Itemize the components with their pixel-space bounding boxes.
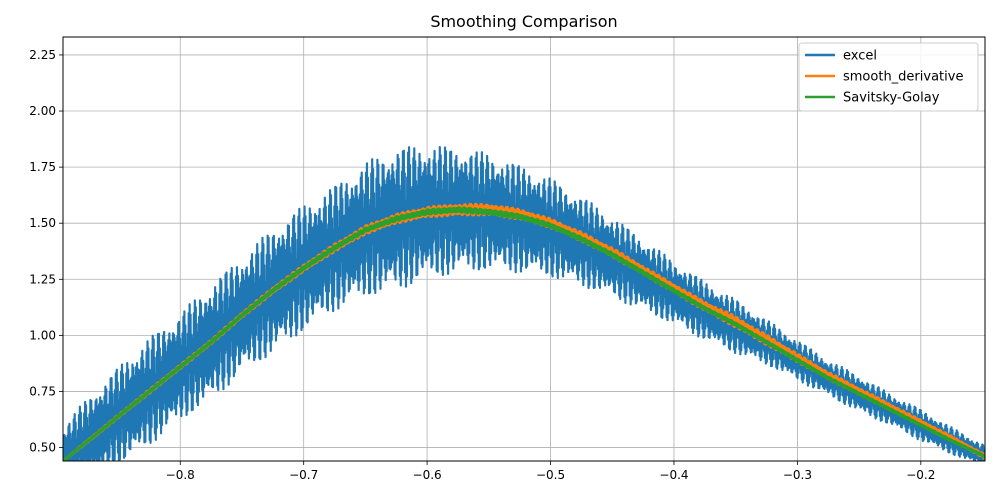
legend-box — [798, 42, 979, 112]
axis-ticks: −0.8 −0.7 −0.6 −0.5 −0.4 −0.3 −0.2 0.50 0.75 1.00… — [29, 48, 935, 482]
y-tick-label: 1.75 — [29, 160, 56, 174]
series-group — [63, 145, 985, 461]
y-tick-label: 1.00 — [29, 328, 56, 342]
y-tick-label: 1.25 — [29, 272, 56, 286]
x-tick-label: −0.6 — [413, 468, 442, 482]
series-line-excel — [63, 145, 985, 461]
plot-frame — [62, 36, 986, 462]
x-tick-label: −0.2 — [906, 468, 935, 482]
y-tick-label: 0.50 — [29, 441, 56, 455]
x-tick-label: −0.3 — [783, 468, 812, 482]
y-tick-label: 0.75 — [29, 384, 56, 398]
legend-label: Savitsky-Golay — [843, 91, 940, 106]
y-tick-label: 1.50 — [29, 216, 56, 230]
y-tick-label: 2.25 — [29, 48, 56, 62]
legend-label: smooth_derivative — [843, 70, 963, 85]
y-tick-label: 2.00 — [29, 104, 56, 118]
x-tick-label: −0.4 — [659, 468, 688, 482]
x-tick-label: −0.5 — [536, 468, 565, 482]
series-line-savitsky-golay — [63, 206, 985, 461]
x-tick-label: −0.7 — [289, 468, 318, 482]
chart-title: Smoothing Comparison — [430, 12, 617, 31]
x-tick-label: −0.8 — [166, 468, 195, 482]
legend: excel smooth_derivative Savitsky-Golay — [798, 42, 979, 112]
grid-lines — [63, 37, 985, 461]
legend-label: excel — [843, 49, 877, 64]
